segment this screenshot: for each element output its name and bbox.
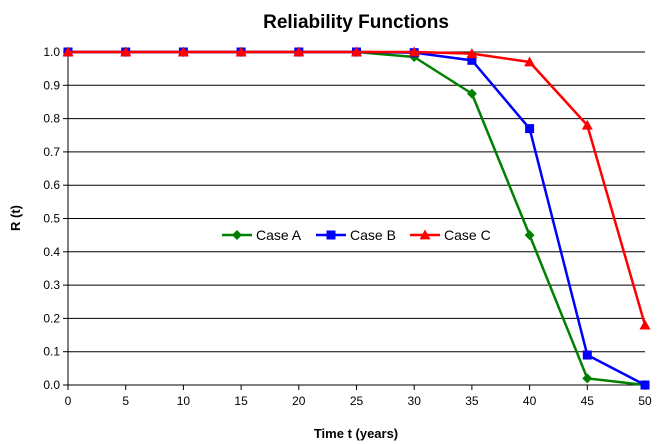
legend-item-case-c: Case C bbox=[410, 227, 491, 243]
x-tick-label: 15 bbox=[234, 394, 248, 408]
series-line-case-c bbox=[68, 50, 647, 326]
y-tick-label: 0.7 bbox=[43, 145, 60, 159]
data-point-case-c bbox=[466, 48, 478, 59]
data-point-case-c bbox=[351, 46, 362, 57]
legend-marker-case-c bbox=[419, 229, 431, 240]
grid-layer bbox=[68, 51, 645, 386]
y-tick-label: 0.9 bbox=[43, 78, 60, 92]
y-tick-label: 0.4 bbox=[43, 245, 60, 259]
data-point-case-c bbox=[524, 56, 536, 67]
x-tick-label: 30 bbox=[408, 394, 422, 408]
x-tick-label: 25 bbox=[350, 394, 364, 408]
data-point-case-c bbox=[120, 46, 132, 57]
y-tick-label: 0.1 bbox=[43, 345, 60, 359]
y-tick-label: 1.0 bbox=[43, 45, 60, 59]
legend-marker-case-a bbox=[232, 230, 242, 240]
data-point-case-c bbox=[235, 46, 247, 57]
data-point-case-c bbox=[293, 46, 305, 57]
series-layer bbox=[62, 46, 651, 390]
y-axis-label: R (t) bbox=[8, 205, 23, 231]
data-point-case-c bbox=[581, 119, 593, 130]
legend-label-case-c: Case C bbox=[444, 227, 491, 243]
data-point-case-c bbox=[62, 46, 74, 57]
legend-item-case-a: Case A bbox=[222, 227, 302, 243]
y-tick-label: 0.2 bbox=[43, 311, 60, 325]
x-tick-label: 35 bbox=[465, 394, 479, 408]
y-tick-label: 0.8 bbox=[43, 112, 60, 126]
x-tick-label: 10 bbox=[177, 394, 191, 408]
y-tick-label: 0.5 bbox=[43, 212, 60, 226]
data-point-case-b bbox=[640, 380, 650, 390]
legend-label-case-a: Case A bbox=[256, 227, 302, 243]
legend-item-case-b: Case B bbox=[316, 227, 396, 243]
data-point-case-c bbox=[408, 46, 420, 57]
x-tick-labels: 0 5 10 15 20 25 30 35 40 45 50 bbox=[65, 394, 652, 408]
x-tick-label: 50 bbox=[638, 394, 652, 408]
x-tick-label: 20 bbox=[292, 394, 306, 408]
x-axis-label: Time t (years) bbox=[314, 426, 398, 441]
data-point-case-a bbox=[466, 88, 477, 99]
legend-marker-case-b bbox=[326, 230, 336, 240]
legend: Case A Case B Case C bbox=[222, 227, 491, 243]
x-tick-label: 40 bbox=[523, 394, 537, 408]
x-tick-label: 45 bbox=[581, 394, 595, 408]
x-tick-label: 0 bbox=[65, 394, 72, 408]
axes-layer bbox=[63, 51, 646, 390]
y-tick-label: 0.0 bbox=[43, 378, 60, 392]
data-point-case-c bbox=[177, 46, 189, 57]
data-point-case-a bbox=[582, 373, 593, 384]
data-point-case-b bbox=[582, 350, 592, 360]
x-tick-label: 5 bbox=[122, 394, 129, 408]
data-point-case-c bbox=[639, 319, 651, 330]
data-point-case-a bbox=[524, 230, 535, 241]
series-case-c bbox=[62, 46, 651, 330]
chart-title: Reliability Functions bbox=[263, 12, 449, 33]
y-tick-label: 0.6 bbox=[43, 178, 60, 192]
data-point-case-b bbox=[525, 124, 535, 134]
data-point-case-b bbox=[467, 55, 477, 65]
legend-label-case-b: Case B bbox=[350, 227, 396, 243]
y-tick-labels: 0.0 0.1 0.2 0.3 0.4 0.5 0.6 0.7 0.8 0.9 1.0 bbox=[43, 45, 60, 392]
y-tick-label: 0.3 bbox=[43, 278, 60, 292]
